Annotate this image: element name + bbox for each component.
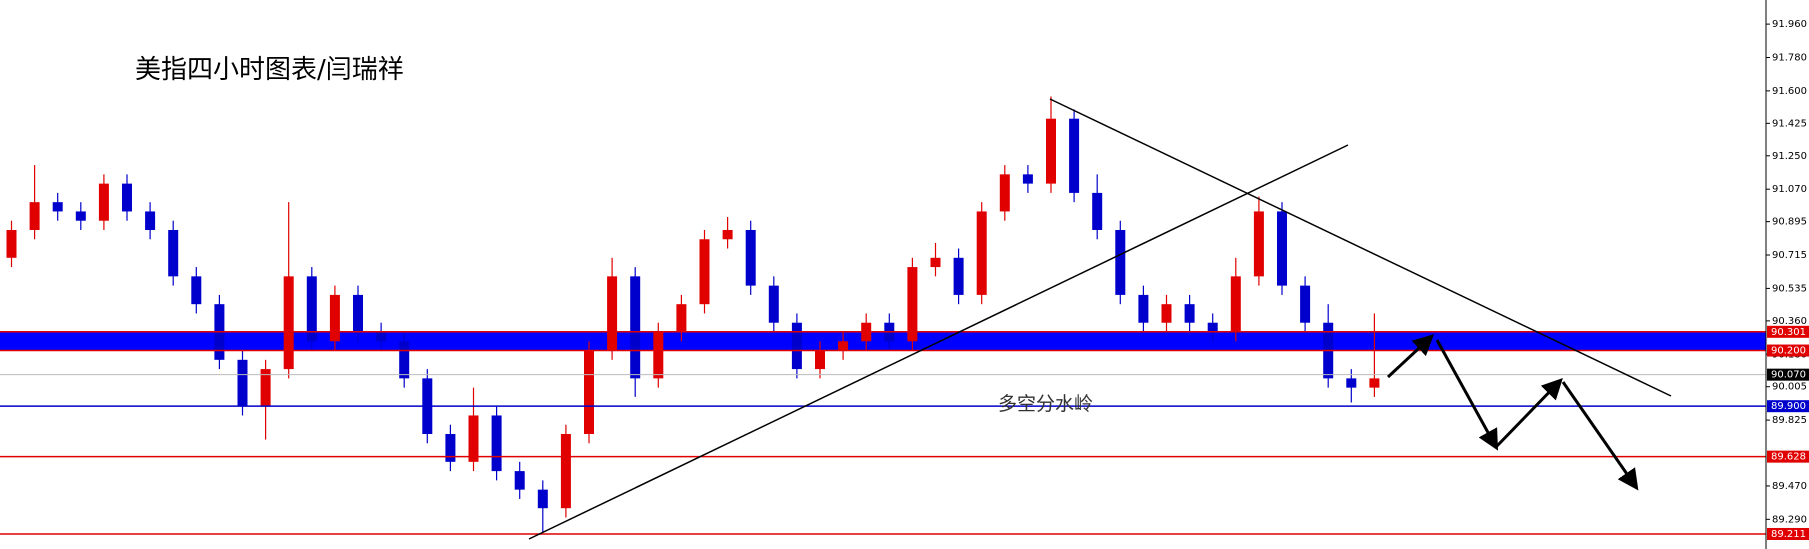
candle-body (699, 239, 710, 305)
y-tick-label: 89.470 (1772, 481, 1807, 492)
candle-body (584, 350, 594, 435)
chart-title: 美指四小时图表/闫瑞祥 (135, 55, 404, 85)
candle-body (353, 294, 363, 332)
price-axis: 91.960 91.780 91.600 91.425 91.250 91.070 90.8… (1766, 19, 1809, 540)
level-label-bg (1767, 400, 1809, 413)
candle-body (838, 341, 849, 351)
candle-body (537, 489, 548, 509)
candle-body (399, 341, 410, 379)
y-tick-label: 89.825 (1772, 415, 1807, 426)
y-tick-label: 89.290 (1772, 514, 1807, 525)
candle-body (630, 276, 641, 379)
candle-body (676, 304, 687, 332)
level-label-bg (1767, 450, 1809, 463)
candle-body (1184, 304, 1195, 323)
plot-area (0, 96, 1766, 535)
resistance-band (0, 331, 1766, 351)
candle-body (745, 229, 756, 286)
candle-body (953, 257, 964, 295)
candle-body (29, 202, 40, 230)
candle-body (1207, 322, 1218, 332)
level-label: 90.070 (1771, 370, 1806, 381)
level-label-bg (1767, 325, 1809, 338)
level-label-bg (1767, 368, 1809, 381)
annotation: 多空分水岭 (998, 393, 1093, 415)
candle-body (168, 229, 179, 277)
candle-body (653, 331, 664, 379)
arrow (1561, 381, 1639, 491)
y-tick-label: 90.895 (1772, 217, 1807, 228)
y-tick-label: 90.715 (1772, 250, 1807, 261)
candle-body (1161, 304, 1172, 323)
candle-body (237, 359, 248, 407)
candle-body (907, 267, 918, 342)
candle-body (791, 322, 802, 370)
level-label-bg (1767, 344, 1809, 357)
candle-body (191, 276, 202, 305)
level-label: 89.628 (1771, 452, 1806, 463)
candle-body (6, 229, 17, 258)
arrow (1435, 339, 1499, 451)
level-label: 89.211 (1771, 529, 1806, 540)
y-tick-label: 91.070 (1772, 184, 1807, 195)
forecast-arrows (1386, 334, 1639, 491)
candle-body (52, 202, 63, 212)
candle-body (1369, 378, 1380, 388)
arrow (1386, 334, 1435, 379)
candle-body (976, 211, 987, 295)
candle-body (1138, 294, 1149, 323)
candle-body (98, 183, 109, 221)
candle-body (1022, 174, 1033, 184)
candle-body (722, 229, 733, 240)
level-label: 89.900 (1771, 401, 1806, 412)
y-tick-label: 90.360 (1772, 316, 1807, 327)
candle-body (1300, 285, 1311, 323)
y-tick-label: 91.600 (1772, 86, 1807, 97)
candle-body (1092, 192, 1103, 230)
candle-body (930, 257, 941, 268)
candle-body (1115, 229, 1126, 295)
candle-body (1253, 211, 1264, 277)
y-tick-label: 90.535 (1772, 283, 1807, 294)
candle-body (1046, 118, 1056, 184)
candle-body (491, 415, 502, 472)
trend-line (1049, 98, 1672, 397)
candle-body (999, 174, 1010, 212)
level-label: 90.200 (1771, 346, 1806, 357)
level-label: 90.301 (1771, 327, 1806, 338)
candle-body (768, 285, 779, 323)
candle-body (376, 331, 387, 342)
candle-body (1069, 118, 1080, 193)
candle-body (445, 434, 456, 462)
y-tick-label: 91.250 (1772, 151, 1807, 162)
candle-body (1277, 211, 1287, 286)
candle-body (329, 294, 340, 342)
candle-body (122, 183, 132, 212)
arrow (1494, 377, 1563, 449)
candle-body (468, 415, 479, 462)
candle-body (1346, 378, 1357, 388)
candle-body (560, 434, 571, 509)
level-label-bg (1767, 527, 1809, 540)
y-tick-label: 91.960 (1772, 19, 1807, 30)
candle-body (306, 276, 317, 342)
trend-line (528, 144, 1349, 540)
candle-body (815, 350, 825, 370)
candle-body (145, 211, 156, 230)
candle-body (514, 471, 525, 490)
candle-body (1230, 276, 1241, 332)
candle-body (260, 369, 271, 407)
y-tick-label: 90.005 (1772, 382, 1807, 393)
candle-body (283, 276, 294, 370)
y-tick-label: 91.780 (1772, 52, 1807, 63)
candle-body (75, 211, 86, 221)
candle-body (607, 276, 618, 351)
y-tick-label: 91.425 (1772, 118, 1807, 129)
